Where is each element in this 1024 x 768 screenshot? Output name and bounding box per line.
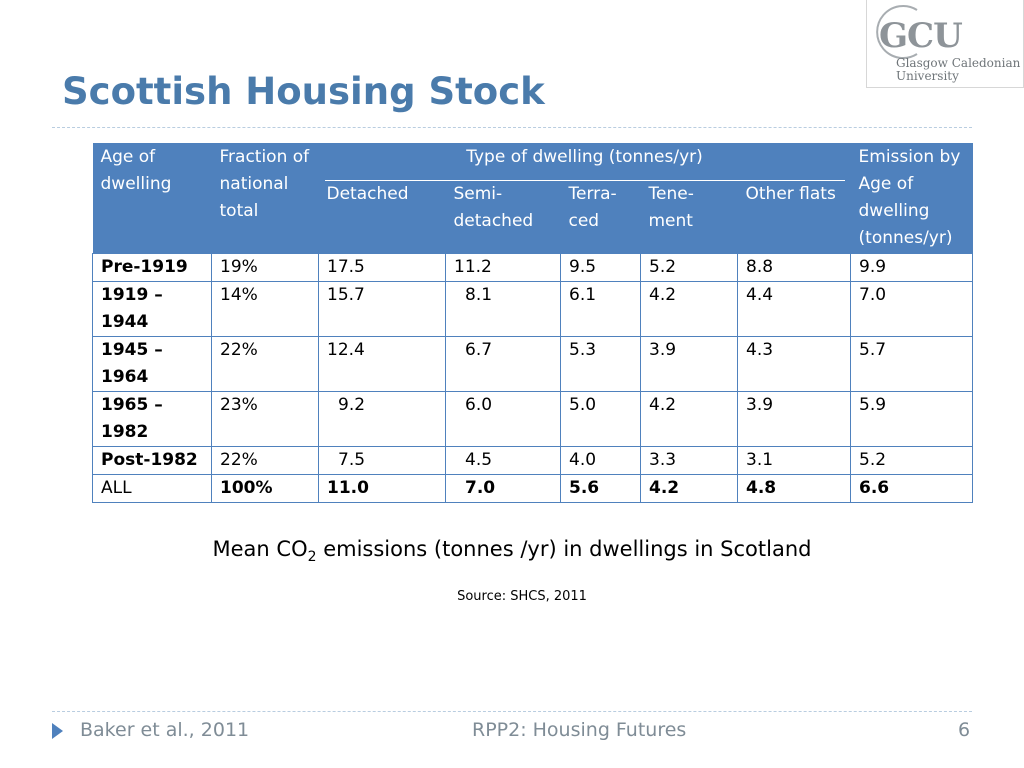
- header-semi-detached: Semi-detached: [445, 179, 561, 254]
- cell-semi: 6.7: [445, 336, 561, 392]
- cell-detached: 7.5: [318, 446, 446, 475]
- cell-terraced: 5.6: [560, 474, 641, 503]
- cell-fraction: 14%: [211, 281, 319, 337]
- cell-other: 3.9: [736, 391, 852, 447]
- cell-terraced: 5.3: [560, 336, 641, 392]
- cell-emission: 7.0: [850, 281, 974, 337]
- cell-age: 1945 – 1964: [92, 336, 212, 392]
- table-subheader-row: Detached Semi-detached Terra-ced Tene-me…: [93, 179, 973, 254]
- table-row: 1965 – 1982 23% 9.2 6.0 5.0 4.2 3.9 5.9: [92, 391, 974, 447]
- header-tenement: Tene-ment: [640, 179, 738, 254]
- cell-semi: 8.1: [445, 281, 561, 337]
- cell-emission: 5.9: [850, 391, 974, 447]
- cell-other: 8.8: [736, 253, 852, 282]
- footer-divider: [52, 711, 972, 712]
- cell-tenement: 4.2: [640, 281, 738, 337]
- header-fraction: Fraction of national total: [211, 143, 319, 254]
- cell-terraced: 9.5: [560, 253, 641, 282]
- cell-other: 4.8: [736, 474, 852, 503]
- cell-semi: 7.0: [445, 474, 561, 503]
- cell-tenement: 4.2: [640, 391, 738, 447]
- header-other-flats: Other flats: [737, 179, 851, 254]
- cell-tenement: 4.2: [640, 474, 738, 503]
- cell-other: 4.4: [736, 281, 852, 337]
- cell-fraction: 22%: [211, 446, 319, 475]
- table-row-total: ALL 100% 11.0 7.0 5.6 4.2 4.8 6.6: [92, 474, 974, 503]
- table-header-row: Age of dwelling Fraction of national tot…: [92, 143, 973, 254]
- cell-tenement: 3.9: [640, 336, 738, 392]
- cell-age: 1919 – 1944: [92, 281, 212, 337]
- table-row: Post-1982 22% 7.5 4.5 4.0 3.3 3.1 5.2: [92, 446, 974, 475]
- cell-terraced: 4.0: [560, 446, 641, 475]
- cell-age: 1965 – 1982: [92, 391, 212, 447]
- source-note: Source: SHCS, 2011: [457, 589, 587, 604]
- table-caption: Mean CO2 emissions (tonnes /yr) in dwell…: [212, 537, 812, 566]
- cell-fraction: 23%: [211, 391, 319, 447]
- header-detached: Detached: [318, 179, 446, 254]
- cell-detached: 15.7: [318, 281, 446, 337]
- university-logo: GCU Glasgow Caledonian University: [866, 0, 1024, 88]
- cell-detached: 9.2: [318, 391, 446, 447]
- logo-text: Glasgow Caledonian University: [896, 56, 1021, 83]
- cell-other: 4.3: [736, 336, 852, 392]
- cell-other: 3.1: [736, 446, 852, 475]
- cell-fraction: 19%: [211, 253, 319, 282]
- page-number: 6: [958, 719, 971, 741]
- footer-title: RPP2: Housing Futures: [472, 719, 687, 741]
- table-row: 1945 – 1964 22% 12.4 6.7 5.3 3.9 4.3 5.7: [92, 336, 974, 392]
- header-terraced: Terra-ced: [560, 179, 641, 254]
- header-emission: Emission by Age of dwelling (tonnes/yr): [850, 143, 973, 254]
- header-dwelling-type: Type of dwelling (tonnes/yr): [318, 143, 851, 181]
- cell-fraction: 100%: [211, 474, 319, 503]
- cell-detached: 17.5: [318, 253, 446, 282]
- logo-mark: GCU: [879, 16, 963, 56]
- cell-age: Pre-1919: [92, 253, 212, 282]
- bullet-arrow-icon: [52, 723, 63, 739]
- cell-emission: 9.9: [850, 253, 974, 282]
- cell-detached: 12.4: [318, 336, 446, 392]
- cell-detached: 11.0: [318, 474, 446, 503]
- cell-terraced: 6.1: [560, 281, 641, 337]
- cell-terraced: 5.0: [560, 391, 641, 447]
- cell-age: ALL: [92, 474, 212, 503]
- cell-tenement: 3.3: [640, 446, 738, 475]
- cell-semi: 6.0: [445, 391, 561, 447]
- cell-emission: 5.7: [850, 336, 974, 392]
- table-row: 1919 – 1944 14% 15.7 8.1 6.1 4.2 4.4 7.0: [92, 281, 974, 337]
- cell-age: Post-1982: [92, 446, 212, 475]
- cell-semi: 11.2: [445, 253, 561, 282]
- slide-title: Scottish Housing Stock: [62, 70, 545, 113]
- header-group-rule: [324, 179, 845, 181]
- logo-arc-icon: [876, 5, 918, 59]
- cell-tenement: 5.2: [640, 253, 738, 282]
- cell-semi: 4.5: [445, 446, 561, 475]
- cell-fraction: 22%: [211, 336, 319, 392]
- footer-author: Baker et al., 2011: [80, 719, 250, 741]
- cell-emission: 6.6: [850, 474, 974, 503]
- table-row: Pre-1919 19% 17.5 11.2 9.5 5.2 8.8 9.9: [92, 253, 974, 282]
- cell-emission: 5.2: [850, 446, 974, 475]
- header-age: Age of dwelling: [92, 143, 212, 254]
- title-divider: [52, 127, 972, 128]
- housing-stock-table: Age of dwelling Fraction of national tot…: [92, 143, 974, 503]
